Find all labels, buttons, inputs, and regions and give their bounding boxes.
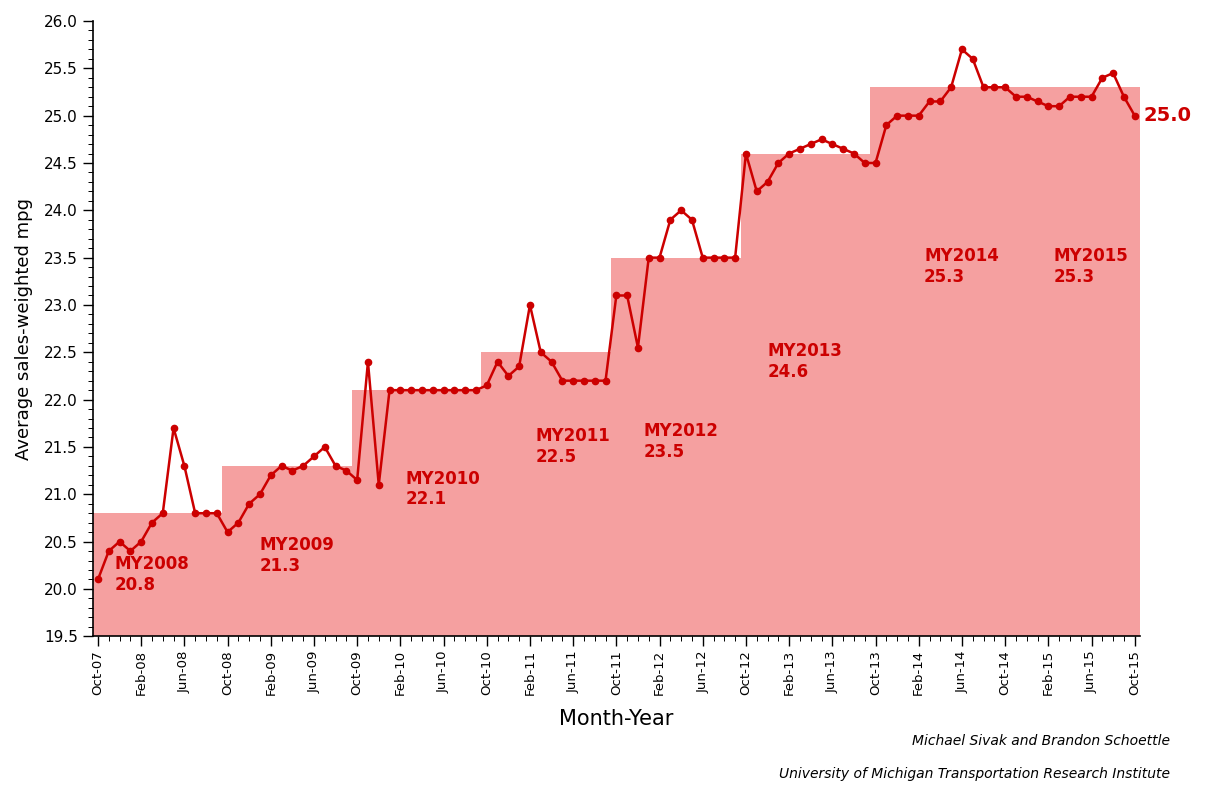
Text: MY2008
20.8: MY2008 20.8 [115,555,189,594]
Y-axis label: Average sales-weighted mpg: Average sales-weighted mpg [14,197,33,460]
Text: MY2014
25.3: MY2014 25.3 [924,248,999,286]
Text: MY2011
22.5: MY2011 22.5 [535,427,610,466]
Text: 25.0: 25.0 [1143,106,1192,125]
Text: University of Michigan Transportation Research Institute: University of Michigan Transportation Re… [779,767,1170,781]
Text: MY2015
25.3: MY2015 25.3 [1054,248,1129,286]
Text: MY2010
22.1: MY2010 22.1 [405,470,480,509]
Text: Michael Sivak and Brandon Schoettle: Michael Sivak and Brandon Schoettle [912,735,1170,748]
Text: MY2012
23.5: MY2012 23.5 [643,422,719,461]
Text: MY2013
24.6: MY2013 24.6 [767,342,843,381]
Text: MY2009
21.3: MY2009 21.3 [260,536,335,574]
X-axis label: Month-Year: Month-Year [560,709,673,729]
